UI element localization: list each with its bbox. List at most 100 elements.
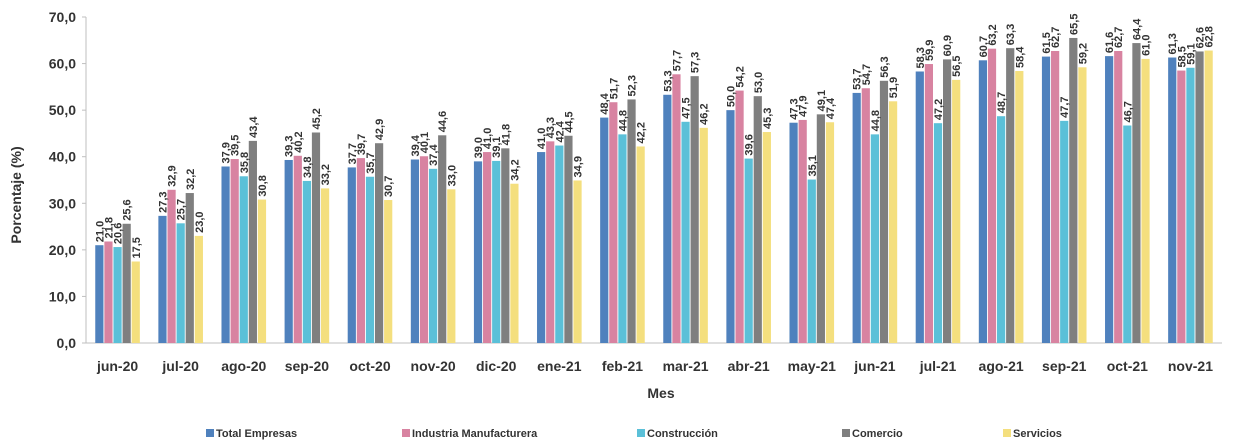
bar (158, 215, 167, 343)
data-label: 37,7 (347, 143, 359, 164)
bar (798, 119, 807, 344)
data-label: 17,5 (131, 237, 143, 258)
bar (744, 158, 753, 343)
bar (1015, 71, 1024, 343)
data-label: 52,3 (627, 75, 639, 96)
data-label: 40,2 (293, 131, 305, 152)
bar (663, 94, 672, 343)
bar (347, 167, 356, 343)
bar (438, 135, 447, 343)
bar (681, 121, 690, 344)
bar (627, 99, 636, 343)
data-label: 62,7 (1050, 27, 1062, 48)
data-label: 46,2 (699, 103, 711, 124)
data-label: 21,8 (103, 217, 115, 238)
data-label: 47,3 (789, 98, 801, 119)
bar (546, 141, 555, 343)
bar (95, 245, 104, 343)
data-label: 25,7 (176, 199, 188, 220)
bar (555, 145, 564, 343)
bar (320, 188, 330, 343)
bar (978, 60, 988, 343)
data-label: 62,7 (1113, 27, 1125, 48)
x-tick-label: may-21 (788, 358, 836, 374)
bar (248, 140, 257, 343)
legend-label: Comercio (852, 428, 903, 440)
data-label: 54,2 (735, 66, 747, 87)
data-label: 43,4 (248, 116, 260, 138)
y-tick-label: 70,0 (49, 9, 76, 25)
data-label: 37,9 (221, 142, 233, 163)
data-label: 32,9 (167, 165, 179, 186)
bar (573, 180, 582, 343)
data-label: 61,6 (1104, 32, 1116, 53)
data-label: 35,8 (239, 152, 251, 173)
x-tick-label: jul-21 (919, 358, 957, 374)
data-label: 25,6 (122, 199, 134, 220)
legend-swatch (1003, 429, 1011, 437)
x-tick-label: feb-21 (602, 358, 643, 374)
bar (987, 48, 997, 343)
bar (176, 223, 185, 343)
bar (104, 241, 113, 343)
bar (167, 189, 176, 343)
data-label: 53,7 (852, 68, 864, 89)
data-label: 39,4 (410, 134, 422, 156)
data-label: 37,4 (428, 144, 440, 166)
bar (410, 159, 420, 343)
data-label: 39,0 (473, 137, 485, 158)
bar (302, 180, 311, 343)
data-label: 64,4 (1131, 18, 1143, 40)
bar (1195, 51, 1204, 343)
bar (447, 189, 456, 343)
data-label: 44,8 (617, 110, 629, 131)
data-label: 34,8 (302, 157, 314, 178)
data-label: 50,0 (725, 86, 737, 107)
data-label: 62,6 (1195, 27, 1207, 48)
data-label: 56,3 (879, 56, 891, 77)
bar (1051, 50, 1060, 344)
data-label: 33,0 (446, 165, 458, 186)
bar (609, 102, 618, 344)
bar (915, 71, 924, 343)
legend-label: Servicios (1013, 428, 1062, 440)
data-label: 47,5 (681, 97, 693, 118)
bar (816, 114, 825, 343)
bar (113, 247, 122, 343)
x-tick-label: mar-21 (663, 358, 709, 374)
data-label: 58,4 (1014, 46, 1026, 68)
bar (122, 223, 131, 343)
data-label: 63,3 (1005, 24, 1017, 45)
bar (1141, 58, 1150, 344)
data-label: 60,7 (978, 36, 990, 57)
bar (1105, 56, 1114, 344)
data-label: 42,9 (374, 119, 386, 140)
x-axis-title: Mes (647, 385, 674, 401)
bar (510, 183, 519, 343)
y-tick-label: 30,0 (49, 195, 76, 211)
chart-x-tick-labels: jun-20 jul-20 ago-20 sep-20 oct-20 nov-20 dic-… (96, 358, 1213, 374)
data-label: 47,2 (933, 99, 945, 120)
chart-bars (95, 37, 1213, 344)
legend-swatch (402, 429, 410, 437)
data-label: 35,1 (807, 155, 819, 176)
data-label: 39,5 (230, 135, 242, 156)
bar (419, 156, 429, 343)
bar (933, 123, 943, 343)
bar (1069, 37, 1078, 343)
data-label: 54,7 (861, 64, 873, 85)
bar (1078, 67, 1087, 343)
data-label: 44,8 (870, 110, 882, 131)
bar (1114, 50, 1123, 344)
x-tick-label: ago-20 (221, 358, 266, 374)
bar (807, 179, 816, 343)
bar (483, 152, 492, 343)
data-label: 45,2 (311, 108, 323, 129)
data-label: 39,7 (356, 134, 368, 155)
x-tick-label: sep-20 (285, 358, 330, 374)
bar (952, 79, 961, 343)
bar (185, 193, 194, 343)
legend-label: Construcción (647, 428, 718, 440)
legend-swatch (206, 429, 214, 437)
bar (194, 235, 203, 343)
